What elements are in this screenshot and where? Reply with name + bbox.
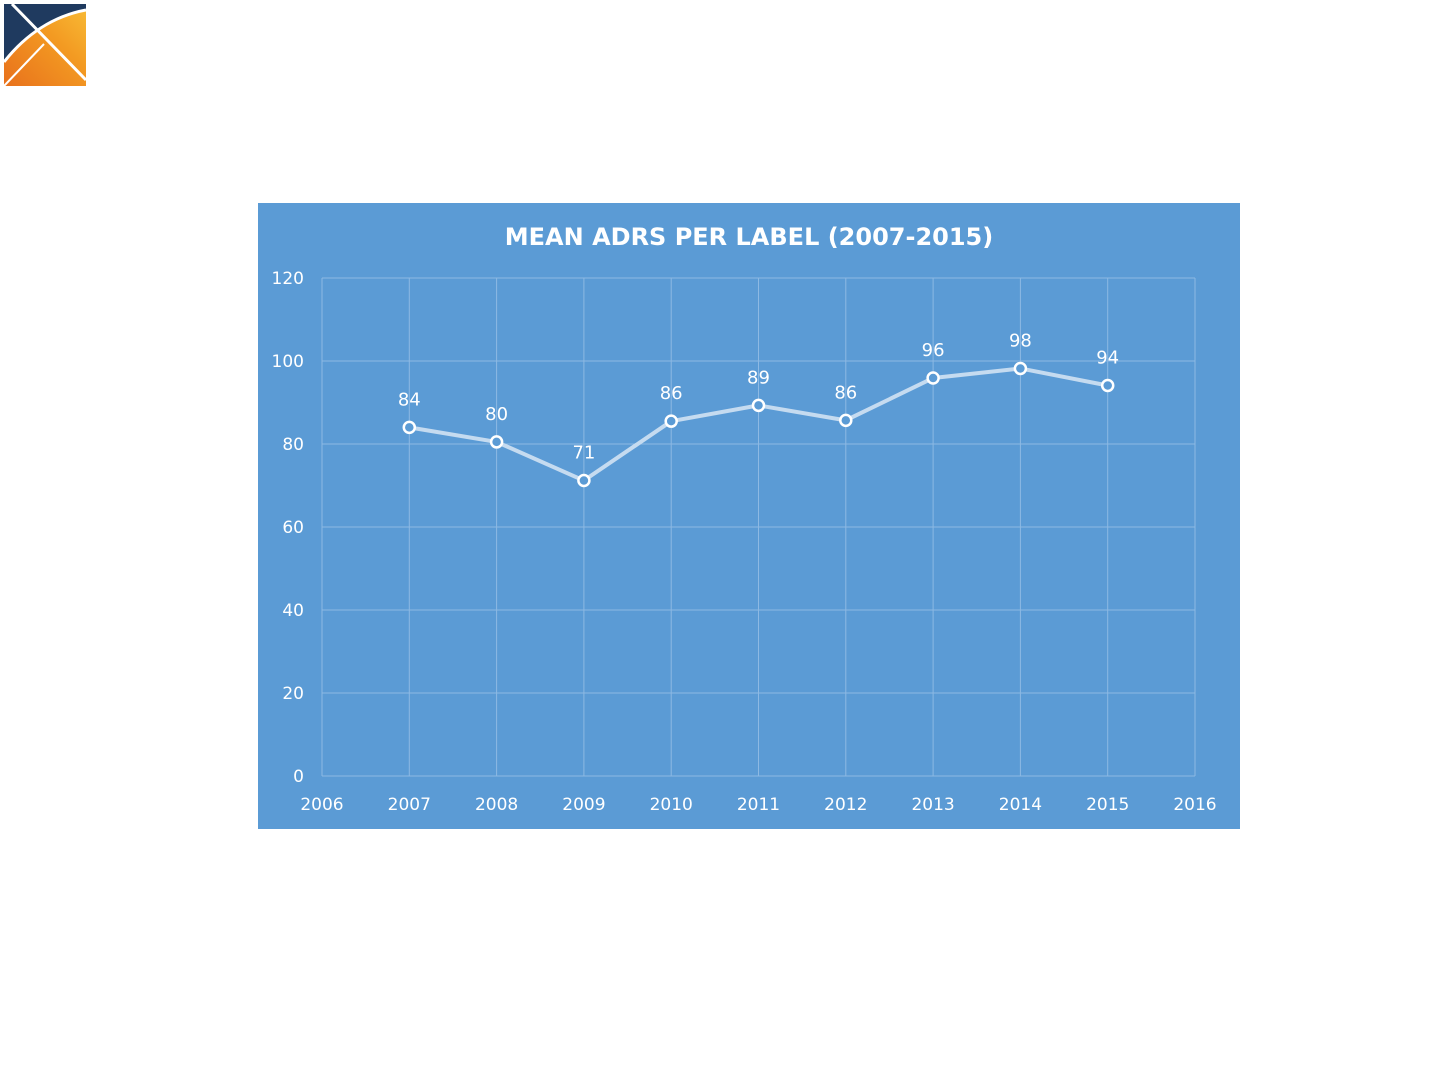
y-tick-label: 20 bbox=[282, 684, 304, 704]
data-point bbox=[751, 398, 766, 413]
data-point bbox=[402, 420, 417, 435]
data-label: 86 bbox=[660, 383, 683, 404]
data-label: 98 bbox=[1009, 330, 1032, 351]
data-point bbox=[577, 473, 591, 488]
y-tick-label: 120 bbox=[272, 269, 304, 289]
data-label: 71 bbox=[572, 443, 595, 464]
data-label: 84 bbox=[398, 389, 421, 410]
data-point bbox=[926, 371, 940, 385]
series bbox=[402, 361, 1115, 488]
data-label: 96 bbox=[922, 340, 945, 361]
x-tick-label: 2010 bbox=[650, 795, 693, 815]
x-tick-label: 2011 bbox=[737, 795, 780, 815]
x-tick-label: 2009 bbox=[562, 795, 605, 815]
grid bbox=[321, 277, 1196, 777]
chart-title: MEAN ADRS PER LABEL (2007-2015) bbox=[505, 223, 993, 251]
y-tick-label: 60 bbox=[282, 518, 304, 538]
data-label: 94 bbox=[1096, 347, 1119, 368]
data-point bbox=[664, 414, 678, 428]
x-tick-label: 2008 bbox=[475, 795, 518, 815]
data-point bbox=[839, 413, 853, 428]
y-tick-label: 80 bbox=[282, 435, 304, 455]
x-tick-label: 2016 bbox=[1173, 795, 1216, 815]
y-tick-label: 40 bbox=[282, 601, 304, 621]
data-label: 89 bbox=[747, 367, 770, 388]
x-logo-icon bbox=[4, 4, 86, 86]
x-tick-label: 2007 bbox=[388, 795, 431, 815]
data-point bbox=[1013, 361, 1028, 376]
x-tick-label: 2014 bbox=[999, 795, 1042, 815]
data-label: 80 bbox=[485, 404, 508, 425]
data-point bbox=[489, 435, 504, 449]
x-tick-label: 2015 bbox=[1086, 795, 1129, 815]
line-chart: MEAN ADRS PER LABEL (2007-2015) 0 20 40 60 8… bbox=[272, 223, 1217, 815]
data-labels: 84 80 71 86 89 86 96 98 94 bbox=[398, 330, 1119, 463]
x-tick-label: 2012 bbox=[824, 795, 867, 815]
y-tick-label: 100 bbox=[272, 352, 304, 372]
x-tick-label: 2013 bbox=[911, 795, 954, 815]
data-point bbox=[1100, 378, 1115, 393]
y-tick-label: 0 bbox=[293, 767, 304, 787]
data-label: 86 bbox=[834, 382, 857, 403]
x-tick-label: 2006 bbox=[300, 795, 343, 815]
axis-tick-labels: 0 20 40 60 80 100 120 2006 2007 2008 2009 2010 2011 2… bbox=[272, 269, 1217, 815]
chart-panel: MEAN ADRS PER LABEL (2007-2015) 0 20 40 60 8… bbox=[258, 203, 1240, 829]
